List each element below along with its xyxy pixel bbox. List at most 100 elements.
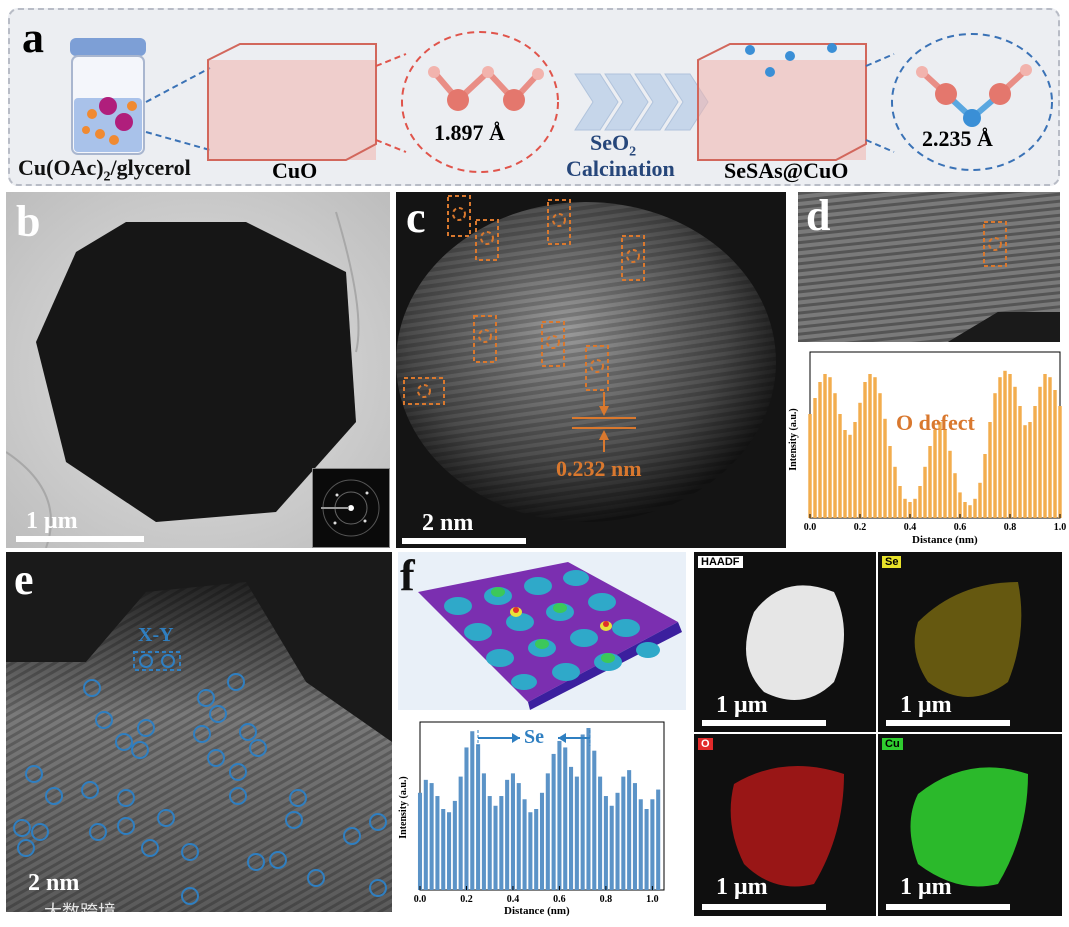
chart-f-bar [505,779,510,890]
chart-f-tick-label: 0.4 [507,894,520,905]
particle-shape-se [914,582,1022,697]
panel-f-chart: 0.0 0.2 0.4 0.6 0.8 1.0 Se Distance (nm) Inte… [396,714,688,920]
panel-d-chart: 0.0 0.2 0.4 0.6 0.8 1.0 O defect Distance (nm… [786,346,1066,550]
panel-g: g HAADF 1 μm Se 1 μm O 1 μm Cu 1 μm [694,552,1062,916]
process-step: Calcination [566,156,675,181]
scalebar-g-se [886,720,1010,726]
chart-f-tick-label: 0.8 [600,894,613,905]
chart-f-bar [510,773,515,890]
se-atom-circle [239,723,257,741]
chart-f-bar [563,747,568,890]
chart-d-bar [918,486,922,518]
cuo-bond-molecule-icon [428,66,544,111]
scale-label-b: 1 μm [26,508,78,534]
cuo-lattice-icon [207,43,377,161]
se-atom-circle [249,739,267,757]
se-atom-circle [13,819,31,837]
chart-f-bar [603,796,608,890]
se-atom-circle [17,839,35,857]
chart-f-bar [417,792,423,890]
se-atom-circle [307,869,325,887]
se-atom-circle [343,827,361,845]
chart-d-bar [1053,390,1057,518]
panel-c: c 0.232 nm 2 nm [396,192,786,548]
chart-d-bar [1028,422,1032,518]
se-atom-circle [25,765,43,783]
scalebar-g-cu [886,904,1010,910]
xy-atom-circle [161,654,175,668]
chart-d-bar [988,422,992,518]
chart-d-bar [958,492,962,518]
se-atom-circle [157,809,175,827]
chart-f-bar [452,800,457,890]
cuo-label: CuO [272,158,318,183]
chart-f-bar [522,799,527,890]
chart-f-bar [615,792,620,890]
chart-f-bar [609,805,614,890]
3d-surface-plot [418,562,682,710]
chart-d-bar [938,422,942,518]
chart-d-bar [963,502,967,518]
chart-d-bar [913,498,917,518]
chart-d-bar [928,446,932,518]
chart-f-bar [569,766,574,890]
se-atom-circle [193,725,211,743]
se-atom-circle [285,811,303,829]
o-defect-label: O defect [896,410,975,435]
process-arrow-icon [574,73,709,131]
chart-f-bar [580,734,585,890]
chart-d-tick-label: 0.8 [1004,522,1017,533]
eds-tag-se: Se [882,556,902,568]
se-atom-circle [369,813,387,831]
chart-d-bar [873,377,877,518]
chart-f-bar [423,779,428,890]
panel-label-e: e [14,555,34,604]
chart-f-bar [487,796,492,890]
se-atom-circle [83,679,101,697]
se-atom-circle [269,851,287,869]
xlabel-f: Distance (nm) [504,905,570,917]
chart-f-bar [429,783,434,890]
chart-d-bar [888,446,892,518]
se-atom-circle [289,789,307,807]
product-bond-ellipse [891,33,1053,171]
chart-f-bar [476,744,481,890]
chart-d-bar [863,382,867,518]
chart-d-bar [878,393,882,518]
se-atom-circle [207,749,225,767]
scale-label-e: 2 nm [28,870,80,896]
xy-atom-circle [139,654,153,668]
se-site-markers-c [403,195,645,452]
process-reagent: SeO2 [590,130,637,160]
panel-e: e X-Y 2 nm [6,552,392,912]
chart-f-bar [598,776,603,890]
chart-d-tick-label: 0.4 [904,522,917,533]
panel-d-image: d [798,192,1060,342]
chart-d-bar [1013,386,1017,518]
chart-d-bar [898,486,902,518]
se-arrowhead-left [512,733,520,743]
chart-f-bar [621,776,626,890]
panel-a: a [8,8,1060,186]
particle-shape-haadf [746,585,844,700]
se-atom-circle [181,887,199,905]
chart-f-bar [638,799,643,890]
chart-d-bar [868,374,872,518]
product-bond-length: 2.235 Å [922,126,993,151]
scalebar-g-o [702,904,826,910]
chart-d-bar [853,422,857,518]
chart-f-bar [447,812,452,890]
se-atom-circle [95,711,113,729]
chart-d-bar [1048,377,1052,518]
chart-d-bar [843,430,847,518]
chart-d-bar [1003,370,1007,518]
se-atom-circle [181,843,199,861]
scalebar-g-haadf [702,720,826,726]
chart-d-bar [883,418,887,518]
panel-label-f: f [400,552,415,600]
se-atom-circle [229,787,247,805]
chart-d-bar [813,398,817,518]
chart-f-bar [470,731,475,890]
chart-d-bar [848,434,852,518]
chart-d-bar [833,393,837,518]
